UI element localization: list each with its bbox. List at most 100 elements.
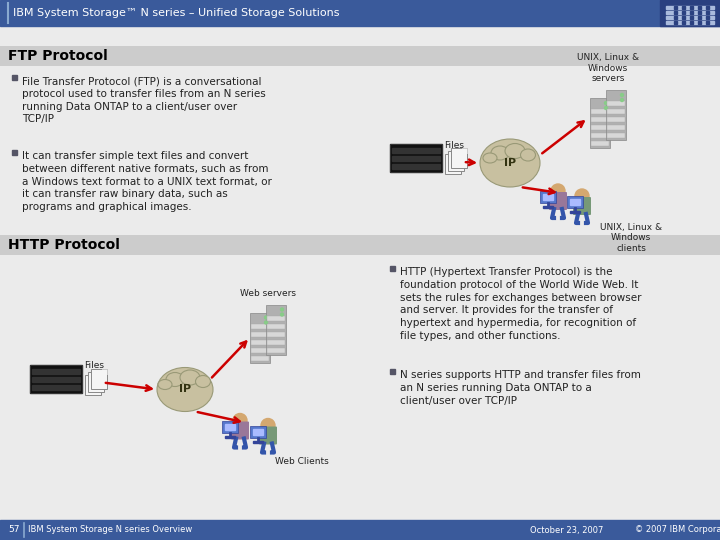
Bar — [222, 421, 238, 433]
Bar — [251, 323, 269, 328]
Bar — [607, 101, 625, 106]
Bar — [674, 11, 677, 14]
Circle shape — [551, 184, 565, 198]
Bar — [706, 11, 709, 14]
Ellipse shape — [480, 139, 540, 187]
Bar — [253, 441, 263, 442]
FancyBboxPatch shape — [445, 154, 461, 174]
FancyBboxPatch shape — [91, 368, 107, 388]
Circle shape — [575, 189, 589, 203]
Text: It can transfer simple text files and convert
between different native formats, : It can transfer simple text files and co… — [22, 151, 272, 212]
Bar — [706, 6, 709, 9]
Circle shape — [264, 321, 268, 324]
Text: IBM System Storage™ N series – Unified Storage Solutions: IBM System Storage™ N series – Unified S… — [13, 8, 340, 18]
Bar — [682, 6, 685, 9]
Text: Web servers: Web servers — [240, 288, 296, 298]
Text: October 23, 2007: October 23, 2007 — [530, 525, 603, 535]
Text: Web Clients: Web Clients — [275, 457, 329, 467]
Bar — [30, 364, 82, 393]
Bar — [540, 191, 556, 203]
Text: FTP Protocol: FTP Protocol — [8, 49, 108, 63]
Bar — [225, 423, 235, 429]
Bar — [225, 435, 235, 437]
Bar — [690, 11, 693, 14]
Bar — [674, 16, 677, 19]
Bar — [390, 144, 442, 172]
Text: N series supports HTTP and transfer files from
an N series running Data ONTAP to: N series supports HTTP and transfer file… — [400, 370, 641, 406]
Bar — [591, 133, 609, 138]
Ellipse shape — [521, 149, 536, 161]
Bar — [390, 266, 395, 271]
Bar — [267, 332, 285, 336]
FancyBboxPatch shape — [448, 151, 464, 171]
Circle shape — [621, 93, 624, 97]
Text: Files: Files — [84, 361, 104, 370]
Bar — [0, 0, 720, 26]
Bar — [591, 109, 609, 114]
Bar — [698, 6, 701, 9]
Bar — [251, 340, 269, 345]
FancyBboxPatch shape — [451, 148, 467, 168]
Bar — [390, 144, 442, 172]
Bar — [30, 364, 82, 393]
Circle shape — [281, 308, 284, 311]
FancyBboxPatch shape — [85, 375, 101, 395]
Text: © 2007 IBM Corporation: © 2007 IBM Corporation — [635, 525, 720, 535]
Circle shape — [605, 102, 608, 105]
Text: File Transfer Protocol (FTP) is a conversational
protocol used to transfer files: File Transfer Protocol (FTP) is a conver… — [22, 76, 266, 124]
Bar — [666, 11, 714, 14]
Bar — [12, 75, 17, 80]
Bar — [690, 16, 693, 19]
Bar — [590, 98, 610, 148]
Ellipse shape — [180, 370, 200, 385]
Bar — [267, 340, 285, 345]
Text: UNIX, Linux &
Windows
servers: UNIX, Linux & Windows servers — [577, 53, 639, 83]
Text: IBM System Storage N series Overview: IBM System Storage N series Overview — [28, 525, 192, 535]
FancyBboxPatch shape — [573, 197, 591, 215]
Bar — [570, 199, 580, 205]
Ellipse shape — [491, 146, 509, 160]
Bar — [392, 164, 440, 169]
Bar — [0, 520, 720, 540]
Bar — [251, 355, 269, 361]
Ellipse shape — [505, 144, 525, 159]
Bar — [682, 11, 685, 14]
Bar — [706, 21, 709, 24]
Bar — [12, 150, 17, 155]
Bar — [698, 16, 701, 19]
Bar — [543, 194, 553, 200]
Circle shape — [264, 316, 268, 319]
Text: UNIX, Linux &
Windows
clients: UNIX, Linux & Windows clients — [600, 223, 662, 253]
Bar — [607, 109, 625, 114]
Ellipse shape — [158, 380, 172, 389]
Bar — [0, 235, 720, 255]
Bar — [666, 16, 714, 19]
Circle shape — [261, 418, 275, 433]
Circle shape — [621, 98, 624, 102]
Bar — [32, 384, 80, 389]
Bar — [591, 125, 609, 130]
Bar — [32, 368, 80, 374]
Circle shape — [605, 106, 608, 110]
Bar — [591, 141, 609, 146]
Text: HTTP (Hypertext Transfer Protocol) is the
foundation protocol of the World Wide : HTTP (Hypertext Transfer Protocol) is th… — [400, 267, 642, 341]
Bar — [607, 125, 625, 130]
Bar — [390, 369, 395, 374]
FancyBboxPatch shape — [259, 427, 277, 444]
Bar — [267, 323, 285, 328]
Text: IP: IP — [179, 384, 191, 395]
Text: IP: IP — [504, 158, 516, 168]
Circle shape — [233, 414, 247, 428]
FancyBboxPatch shape — [549, 192, 567, 210]
Bar — [674, 6, 677, 9]
Bar — [392, 156, 440, 161]
Bar — [267, 348, 285, 353]
Bar — [660, 0, 720, 26]
Text: Files: Files — [444, 141, 464, 150]
Ellipse shape — [483, 153, 497, 163]
Bar — [607, 133, 625, 138]
Bar — [607, 117, 625, 122]
Bar — [0, 46, 720, 66]
Bar — [267, 315, 285, 321]
Bar — [666, 6, 714, 9]
